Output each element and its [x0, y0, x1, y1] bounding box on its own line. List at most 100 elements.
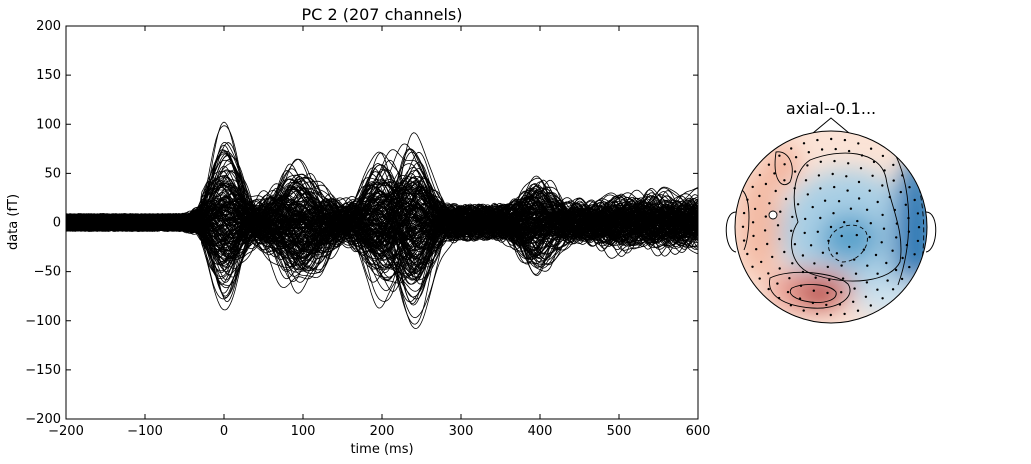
sensor-dot [872, 160, 876, 164]
sensor-dot [763, 229, 767, 232]
sensor-dot [751, 221, 755, 224]
sensor-dot [783, 179, 786, 182]
sensor-dot [860, 154, 864, 157]
sensor-dot [876, 288, 879, 291]
sensor-dot [788, 277, 791, 280]
sensor-dot [840, 264, 843, 267]
sensor-dot [862, 248, 866, 251]
sensor-dot [819, 216, 822, 220]
sensor-dot [917, 226, 921, 229]
sensor-dot [821, 251, 825, 254]
sensor-dot [819, 187, 822, 190]
sensor-dot [905, 243, 909, 247]
sensor-dot [791, 215, 794, 219]
channel-trace [66, 184, 698, 306]
sensor-dot [881, 184, 884, 187]
channel-traces [66, 121, 698, 330]
sensor-dot [907, 230, 911, 233]
sensor-dot [895, 222, 899, 225]
sensor-dot [816, 138, 819, 142]
sensor-dot [823, 199, 827, 202]
sensor-dot [767, 287, 770, 291]
sensor-dot [742, 211, 746, 215]
channel-trace [66, 154, 698, 298]
butterfly-chart: PC 2 (207 channels) −200 −100 0 100 200 300 40… [6, 5, 710, 457]
sensor-dot [798, 297, 802, 300]
channel-trace [66, 187, 698, 330]
sensor-dot [796, 203, 800, 206]
y-tick-label: −200 [25, 412, 61, 427]
x-tick-label: −100 [127, 424, 163, 439]
sensor-dot [764, 215, 767, 218]
sensor-dot [854, 272, 858, 275]
sensor-dot [758, 194, 761, 198]
sensor-dot [855, 233, 858, 237]
sensor-dot [882, 227, 886, 230]
sensor-dot [891, 288, 895, 291]
sensor-dots [741, 137, 921, 317]
sensor-dot [778, 267, 781, 270]
sensor-dot [857, 142, 860, 145]
sensor-dot [841, 277, 845, 280]
sensor-dot [816, 230, 819, 233]
sensor-dot [853, 258, 856, 261]
x-tick-label: 200 [370, 424, 395, 439]
left-ear [725, 211, 737, 253]
sensor-dot [760, 260, 763, 264]
sensor-dot [900, 277, 904, 281]
sensor-dot [814, 276, 817, 279]
sensor-dot [856, 219, 859, 223]
sensor-dot [869, 304, 872, 307]
y-tick-label: −150 [25, 363, 61, 378]
sensor-dot [802, 309, 805, 312]
sensor-dot [908, 186, 911, 189]
channel-trace [66, 151, 698, 285]
sensor-dot [833, 185, 836, 189]
sensor-dot [793, 170, 797, 173]
sensor-dot [866, 264, 869, 267]
x-tick-label: 600 [686, 424, 711, 439]
sensor-dot [804, 217, 807, 221]
sensor-dot [871, 174, 874, 177]
sensor-dot [888, 195, 891, 199]
sensor-dot [807, 151, 810, 154]
sensor-dot [742, 239, 746, 242]
sensor-dot [904, 203, 907, 206]
sensor-dot [916, 239, 920, 243]
sensor-dot [864, 295, 868, 298]
sensor-dot [773, 172, 776, 175]
sensor-dot [806, 193, 809, 196]
sensor-dot [741, 225, 745, 228]
sensor-dot [868, 189, 871, 192]
sensor-dot [811, 205, 814, 209]
sensor-dot [817, 174, 821, 177]
sensor-dot [847, 162, 850, 165]
sensor-dot [820, 148, 824, 151]
sensor-dot [784, 197, 788, 201]
sensor-dot [766, 242, 769, 246]
sensor-dot [840, 291, 843, 294]
y-tick-label: 100 [36, 117, 61, 132]
sensor-dot [779, 210, 782, 213]
sensor-dot [755, 248, 758, 251]
sensor-dot [846, 189, 849, 192]
sensor-dot [806, 164, 809, 167]
sensor-dot [907, 216, 910, 220]
sensor-dot [828, 278, 831, 282]
y-axis-label: data (fT) [6, 194, 21, 250]
x-axis: −200 −100 0 100 200 300 400 500 600 [48, 26, 710, 439]
sensor-dot [843, 221, 846, 224]
sensor-dot [758, 173, 762, 177]
x-tick-label: 100 [291, 424, 316, 439]
sensor-dot [831, 172, 834, 176]
sensor-dot [829, 313, 832, 317]
sensor-dot [865, 208, 869, 211]
sensor-dot [776, 282, 779, 285]
sensor-dot [774, 189, 777, 193]
sensor-dot [751, 265, 754, 268]
sensor-dot [869, 222, 872, 225]
sensor-dot [819, 160, 822, 163]
sensor-dot [881, 297, 884, 300]
sensor-dot [895, 236, 898, 239]
channel-trace [66, 196, 698, 252]
